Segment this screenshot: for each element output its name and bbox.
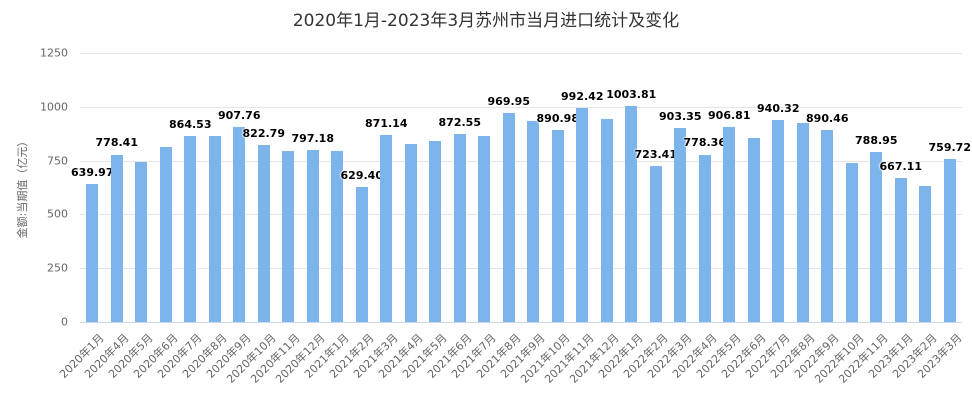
gridline <box>80 268 962 270</box>
bar[interactable] <box>649 166 662 322</box>
data-label: 788.95 <box>855 134 898 148</box>
bar[interactable] <box>576 108 589 322</box>
bar[interactable] <box>257 144 270 322</box>
bar[interactable] <box>723 126 736 322</box>
gridline <box>80 106 962 108</box>
bar[interactable] <box>796 122 809 322</box>
chart-title: 2020年1月-2023年3月苏州市当月进口统计及变化 <box>292 11 680 31</box>
data-label: 667.11 <box>879 160 922 174</box>
bar[interactable] <box>208 135 221 322</box>
bar[interactable] <box>674 127 687 322</box>
gridline <box>80 53 962 54</box>
bar[interactable] <box>919 186 932 322</box>
data-label: 871.14 <box>365 116 408 130</box>
bar[interactable] <box>429 141 442 322</box>
bar[interactable] <box>870 152 883 322</box>
bar[interactable] <box>110 154 123 322</box>
data-label: 890.46 <box>806 112 849 126</box>
plot-area: 639.97 778.41 864.53 907.76 822.79 797.18 629.… <box>71 53 971 323</box>
y-tick-label: 250 <box>47 261 68 275</box>
bar[interactable] <box>86 184 99 322</box>
y-tick-label: 500 <box>47 207 68 221</box>
bar[interactable] <box>943 158 956 322</box>
bar[interactable] <box>894 178 907 322</box>
y-tick-label: 1250 <box>40 46 68 60</box>
x-axis-line <box>80 322 962 323</box>
data-label: 903.35 <box>659 109 702 123</box>
bar[interactable] <box>845 162 858 322</box>
bar[interactable] <box>184 135 197 322</box>
y-tick-label: 0 <box>61 315 68 329</box>
data-label: 759.72 <box>928 140 971 154</box>
data-label: 969.95 <box>487 95 530 109</box>
data-label: 864.53 <box>169 117 212 131</box>
bar[interactable] <box>772 119 785 322</box>
bar[interactable] <box>282 150 295 322</box>
data-label: 629.40 <box>340 168 383 182</box>
gridline <box>80 214 962 216</box>
bar[interactable] <box>135 161 148 322</box>
data-label: 940.32 <box>757 101 800 115</box>
bar[interactable] <box>502 113 515 322</box>
bar[interactable] <box>233 126 246 322</box>
bar[interactable] <box>551 130 564 322</box>
y-tick-label: 750 <box>47 154 68 168</box>
y-axis-title: 金额:当期值（亿元） <box>16 135 29 239</box>
data-label: 778.36 <box>683 136 726 150</box>
bar[interactable] <box>380 134 393 322</box>
bar[interactable] <box>159 146 172 322</box>
data-label: 778.41 <box>95 136 138 150</box>
bar[interactable] <box>478 136 491 322</box>
bar[interactable] <box>698 154 711 322</box>
gridline <box>80 160 962 162</box>
data-label: 1003.81 <box>606 87 657 101</box>
data-label: 797.18 <box>291 132 334 146</box>
data-label: 872.55 <box>438 116 481 130</box>
bar[interactable] <box>453 134 466 322</box>
data-label: 907.76 <box>218 108 261 122</box>
bar[interactable] <box>331 150 344 322</box>
bar[interactable] <box>355 186 368 322</box>
bar[interactable] <box>527 120 540 322</box>
data-label: 890.98 <box>536 112 579 126</box>
y-tick-label: 1000 <box>40 100 68 114</box>
bar[interactable] <box>625 105 638 322</box>
data-label: 992.42 <box>561 90 604 104</box>
data-label: 639.97 <box>71 166 114 180</box>
data-label: 906.81 <box>708 108 751 122</box>
bar[interactable] <box>821 130 834 322</box>
data-label: 822.79 <box>242 126 285 140</box>
data-label: 723.41 <box>634 148 677 162</box>
bar[interactable] <box>404 144 417 322</box>
bar[interactable] <box>306 150 319 322</box>
bar[interactable] <box>747 137 760 322</box>
bar[interactable] <box>600 118 613 322</box>
